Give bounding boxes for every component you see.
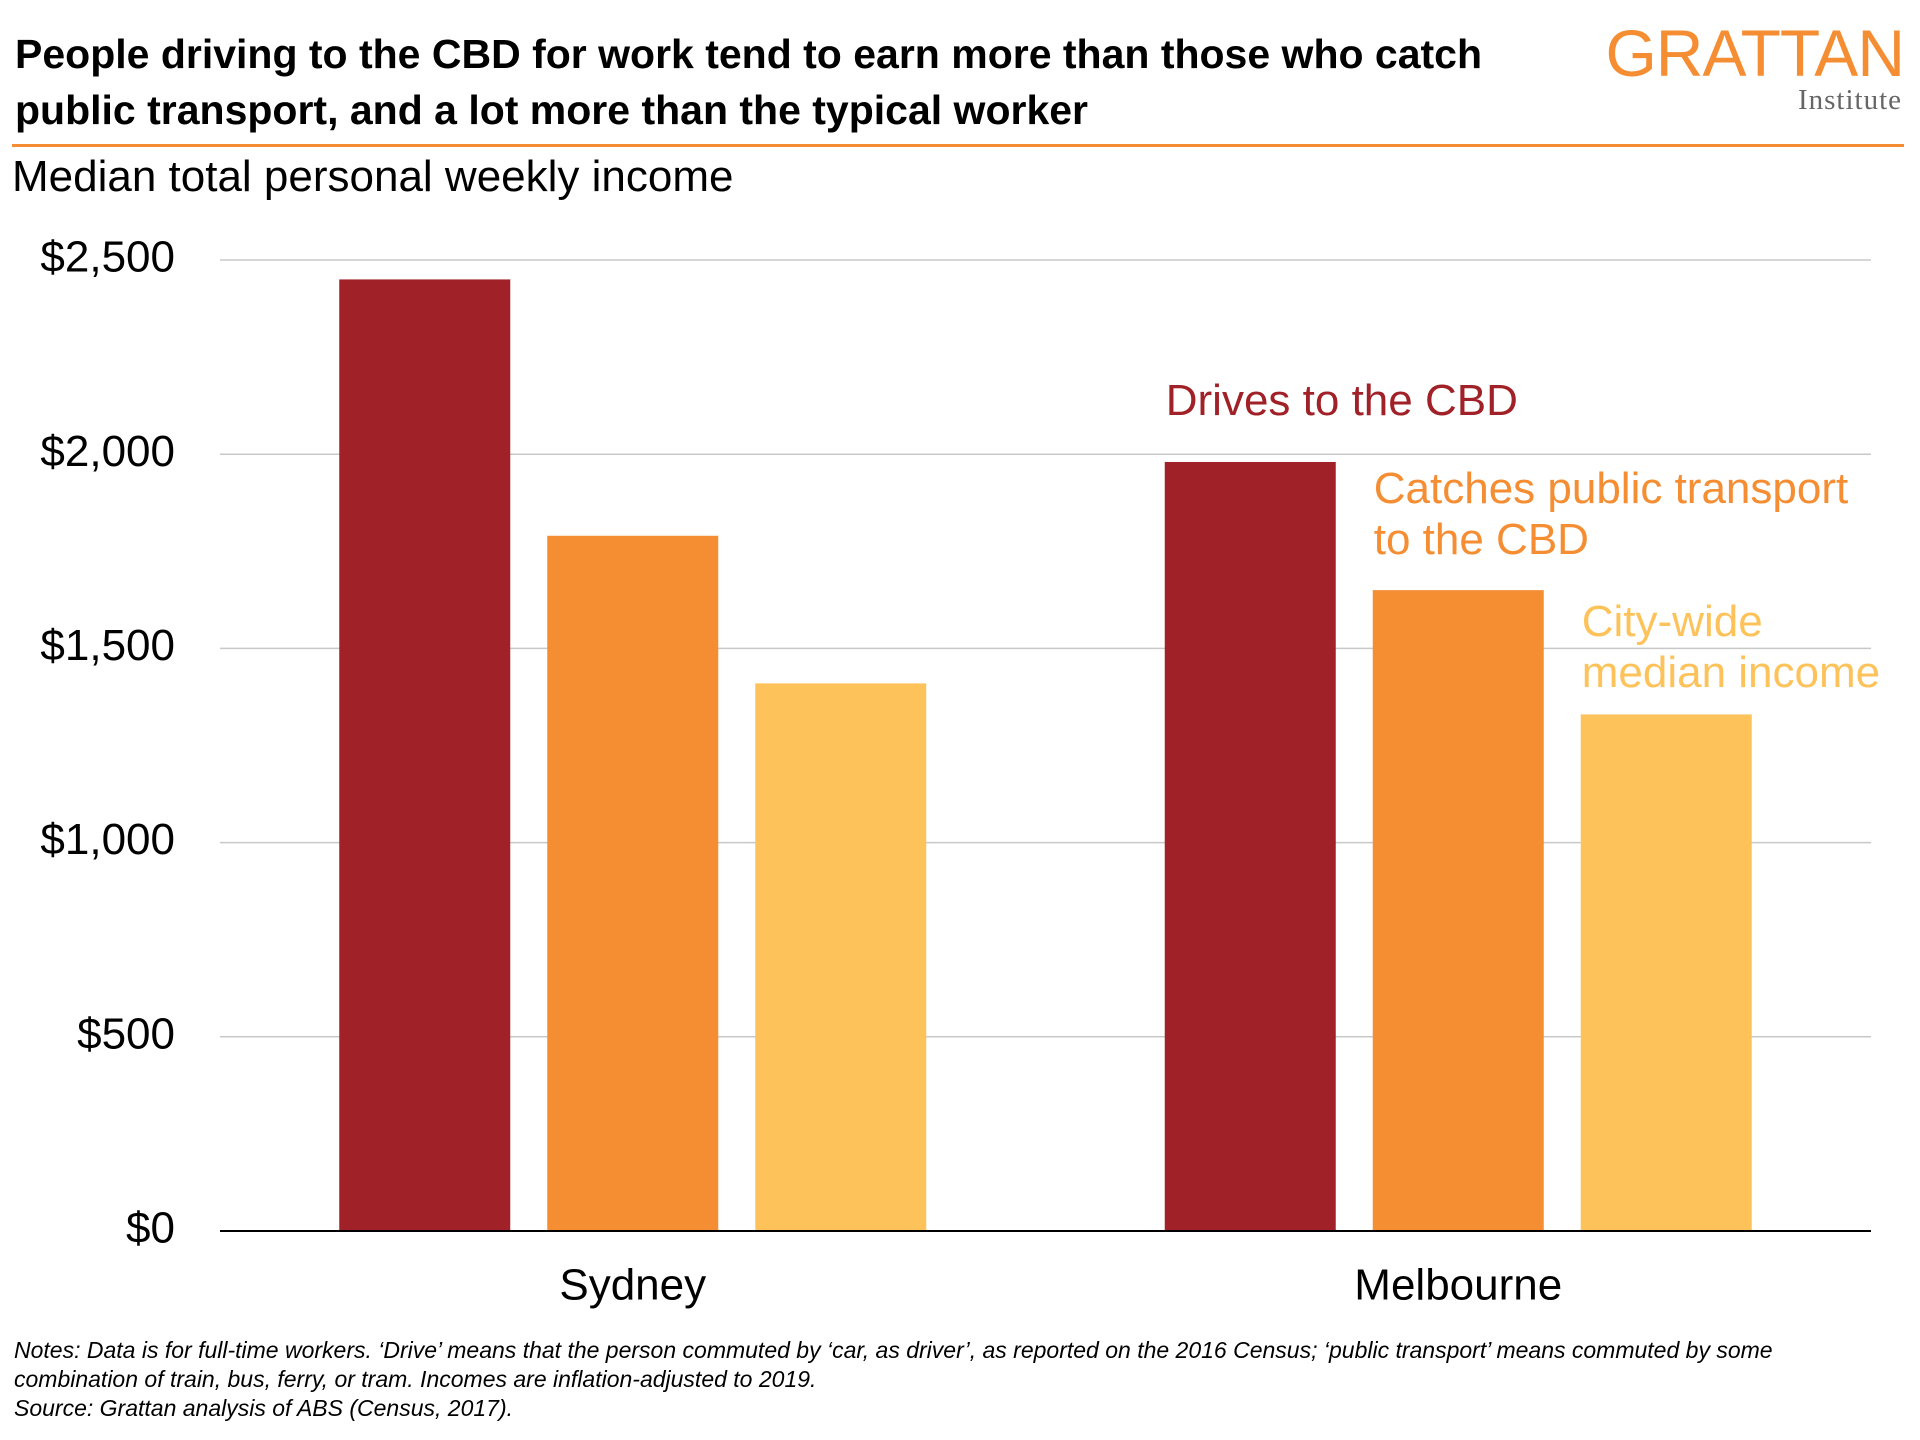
legend-label: City-wide median income <box>1581 597 1881 697</box>
title-rule <box>12 144 1904 147</box>
y-tick-label: $1,500 <box>40 621 175 670</box>
chart-title: People driving to the CBD for work tend … <box>15 31 1483 133</box>
notes-text: Notes: Data is for full-time workers. ‘D… <box>14 1337 1773 1392</box>
chart-subtitle: Median total personal weekly income <box>12 152 734 201</box>
source-text: Source: Grattan analysis of ABS (Census,… <box>14 1395 514 1421</box>
legend-label: Drives to the CBD <box>1165 376 1518 425</box>
bar <box>339 279 511 1231</box>
bar <box>1164 461 1336 1231</box>
x-tick-label: Sydney <box>559 1261 706 1310</box>
y-tick-label: $2,000 <box>40 427 175 476</box>
bar <box>1372 590 1544 1231</box>
logo-name: GRATTAN <box>1605 16 1905 90</box>
legend-label: Catches public transport to the CBD <box>1373 464 1849 564</box>
y-tick-label: $2,500 <box>40 233 175 282</box>
x-tick-label: Melbourne <box>1354 1261 1562 1310</box>
logo-sub: Institute <box>1797 84 1902 116</box>
bar <box>755 683 927 1231</box>
y-tick-label: $500 <box>77 1009 175 1058</box>
y-tick-label: $1,000 <box>40 815 175 864</box>
y-tick-label: $0 <box>126 1204 175 1253</box>
notes: Notes: Data is for full-time workers. ‘D… <box>14 1336 1854 1423</box>
bar <box>1580 714 1752 1231</box>
bar <box>547 535 719 1231</box>
